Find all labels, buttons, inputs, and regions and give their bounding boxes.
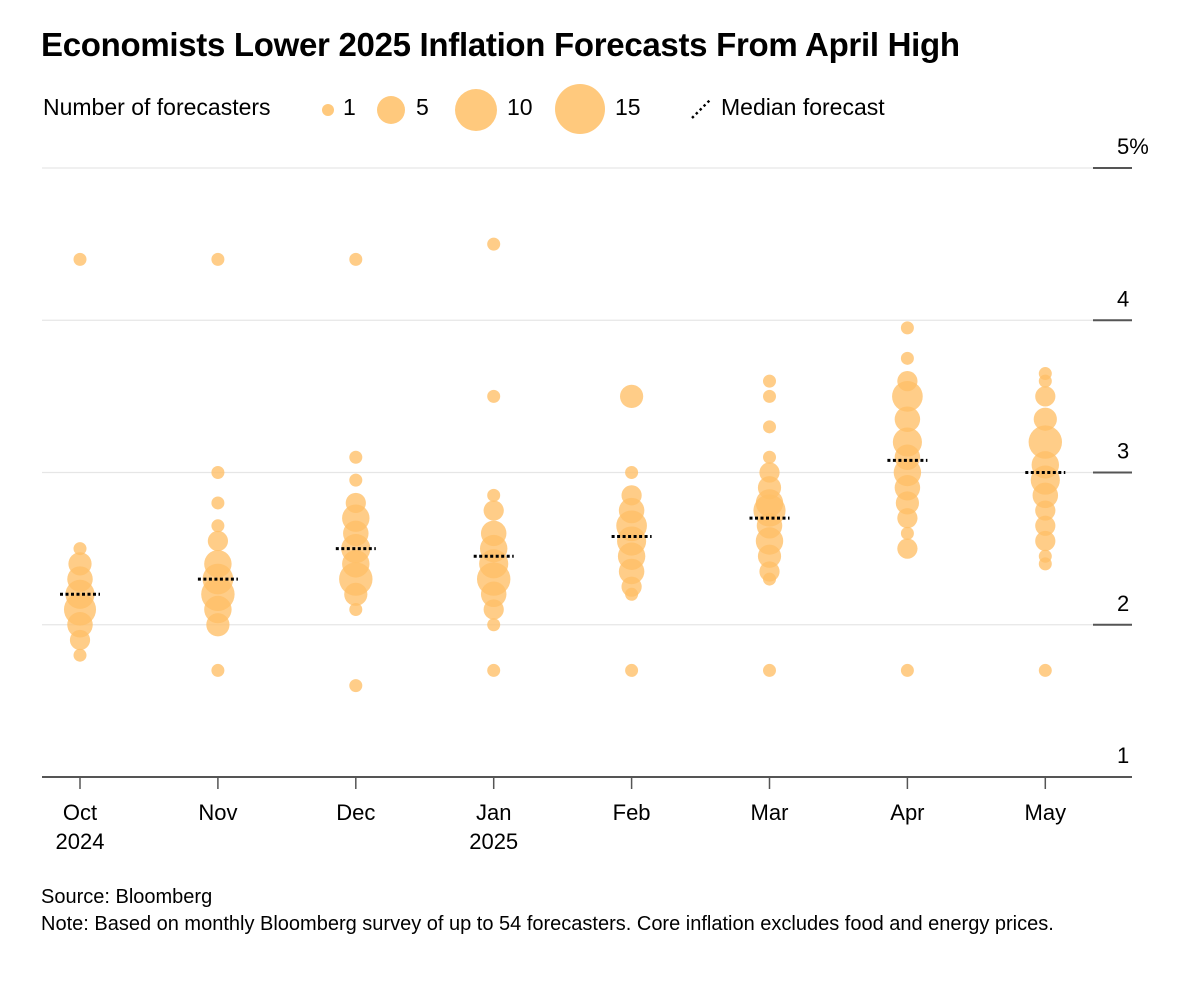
chart: 5% 4 3 2 1 Oct 2024 Nov Dec Jan 2025 Feb Mar Apr May — [42, 134, 1149, 854]
chart-title: Economists Lower 2025 Inflation Forecast… — [41, 26, 960, 63]
forecast-bubble — [487, 618, 501, 632]
legend-bubble-10 — [455, 89, 497, 131]
forecast-bubble — [349, 679, 363, 693]
forecast-bubble — [763, 572, 776, 586]
forecast-bubble — [763, 663, 776, 677]
source-text: Source: Bloomberg — [41, 886, 213, 908]
x-tick-label: Dec — [336, 800, 375, 825]
y-tick-label: 1 — [1117, 743, 1129, 768]
legend-size-15: 15 — [615, 94, 641, 120]
forecast-bubble — [895, 491, 920, 515]
forecast-bubble — [763, 420, 776, 434]
forecast-bubble — [211, 519, 225, 533]
forecast-bubble — [487, 663, 501, 677]
legend-size-10: 10 — [507, 94, 533, 120]
forecast-bubble — [211, 663, 225, 677]
forecast-bubble — [207, 530, 229, 552]
x-year-label: 2024 — [56, 829, 105, 854]
x-tick-label: Jan — [476, 800, 511, 825]
forecast-bubble — [487, 389, 501, 403]
x-tick-label: Apr — [890, 800, 924, 825]
legend-size-1: 1 — [343, 94, 356, 120]
x-tick-label: Oct — [63, 800, 97, 825]
forecast-bubble — [892, 381, 923, 412]
x-tick-label: May — [1025, 800, 1067, 825]
forecast-bubble — [763, 389, 776, 403]
forecast-bubble — [349, 252, 363, 266]
forecast-bubble — [897, 508, 918, 529]
forecast-bubble — [344, 582, 368, 606]
forecast-bubble — [349, 450, 363, 464]
forecast-bubble — [1035, 530, 1056, 552]
x-tick-label: Mar — [751, 800, 789, 825]
x-year-label: 2025 — [469, 829, 518, 854]
forecast-bubble — [1032, 482, 1059, 509]
forecast-bubble — [1038, 557, 1052, 571]
forecast-bubble — [73, 648, 87, 662]
forecast-bubble — [211, 496, 225, 510]
forecast-bubble — [73, 252, 87, 266]
y-tick-label: 4 — [1117, 286, 1129, 311]
forecast-bubble — [900, 321, 914, 335]
forecast-bubble — [1028, 425, 1063, 459]
forecast-bubble — [483, 500, 504, 521]
forecast-bubble — [349, 473, 363, 487]
legend-median-label: Median forecast — [721, 94, 885, 120]
legend-bubble-5 — [377, 96, 405, 124]
y-tick-label: 2 — [1117, 591, 1129, 616]
forecast-bubble — [618, 558, 645, 585]
forecast-bubble — [900, 526, 914, 540]
note-text: Note: Based on monthly Bloomberg survey … — [41, 913, 1054, 935]
y-tick-label: 5% — [1117, 134, 1149, 159]
forecast-bubble — [897, 538, 918, 559]
forecast-bubble — [1038, 374, 1052, 388]
forecast-bubble — [211, 466, 225, 479]
forecast-bubble — [1035, 386, 1056, 407]
legend-bubble-15 — [555, 84, 605, 134]
median-legend-icon — [691, 99, 711, 119]
forecast-bubble — [206, 613, 230, 637]
forecast-bubble — [67, 612, 93, 638]
forecast-bubble — [625, 466, 639, 479]
forecast-bubble — [1033, 407, 1057, 431]
forecast-bubble — [69, 629, 91, 651]
forecast-bubble — [763, 450, 776, 464]
forecast-bubble — [1038, 663, 1052, 677]
forecast-bubble — [211, 252, 225, 266]
forecast-bubble — [625, 587, 639, 601]
forecast-bubble — [894, 406, 921, 432]
forecast-bubble — [900, 351, 914, 365]
forecast-bubble — [619, 384, 644, 408]
forecast-bubble — [900, 663, 914, 677]
legend-bubble-1 — [322, 104, 334, 116]
footer: Source: Bloomberg Note: Based on monthly… — [41, 884, 1166, 938]
forecast-bubble — [480, 581, 507, 608]
x-tick-label: Feb — [613, 800, 651, 825]
forecast-bubble — [625, 663, 639, 677]
forecast-bubble — [487, 488, 501, 502]
forecast-bubble — [483, 599, 504, 620]
forecast-bubble — [1035, 500, 1056, 521]
forecast-bubble — [757, 544, 782, 568]
legend: Number of forecasters 1 5 10 15 Median f… — [43, 80, 1043, 136]
forecast-bubble — [763, 374, 776, 388]
x-tick-label: Nov — [198, 800, 237, 825]
legend-size-5: 5 — [416, 94, 429, 120]
forecast-bubble — [487, 237, 501, 251]
forecast-bubble — [73, 542, 87, 556]
forecast-bubble — [1035, 515, 1056, 536]
y-tick-label: 3 — [1117, 439, 1129, 464]
forecast-bubble — [349, 603, 363, 617]
legend-label: Number of forecasters — [43, 94, 271, 120]
